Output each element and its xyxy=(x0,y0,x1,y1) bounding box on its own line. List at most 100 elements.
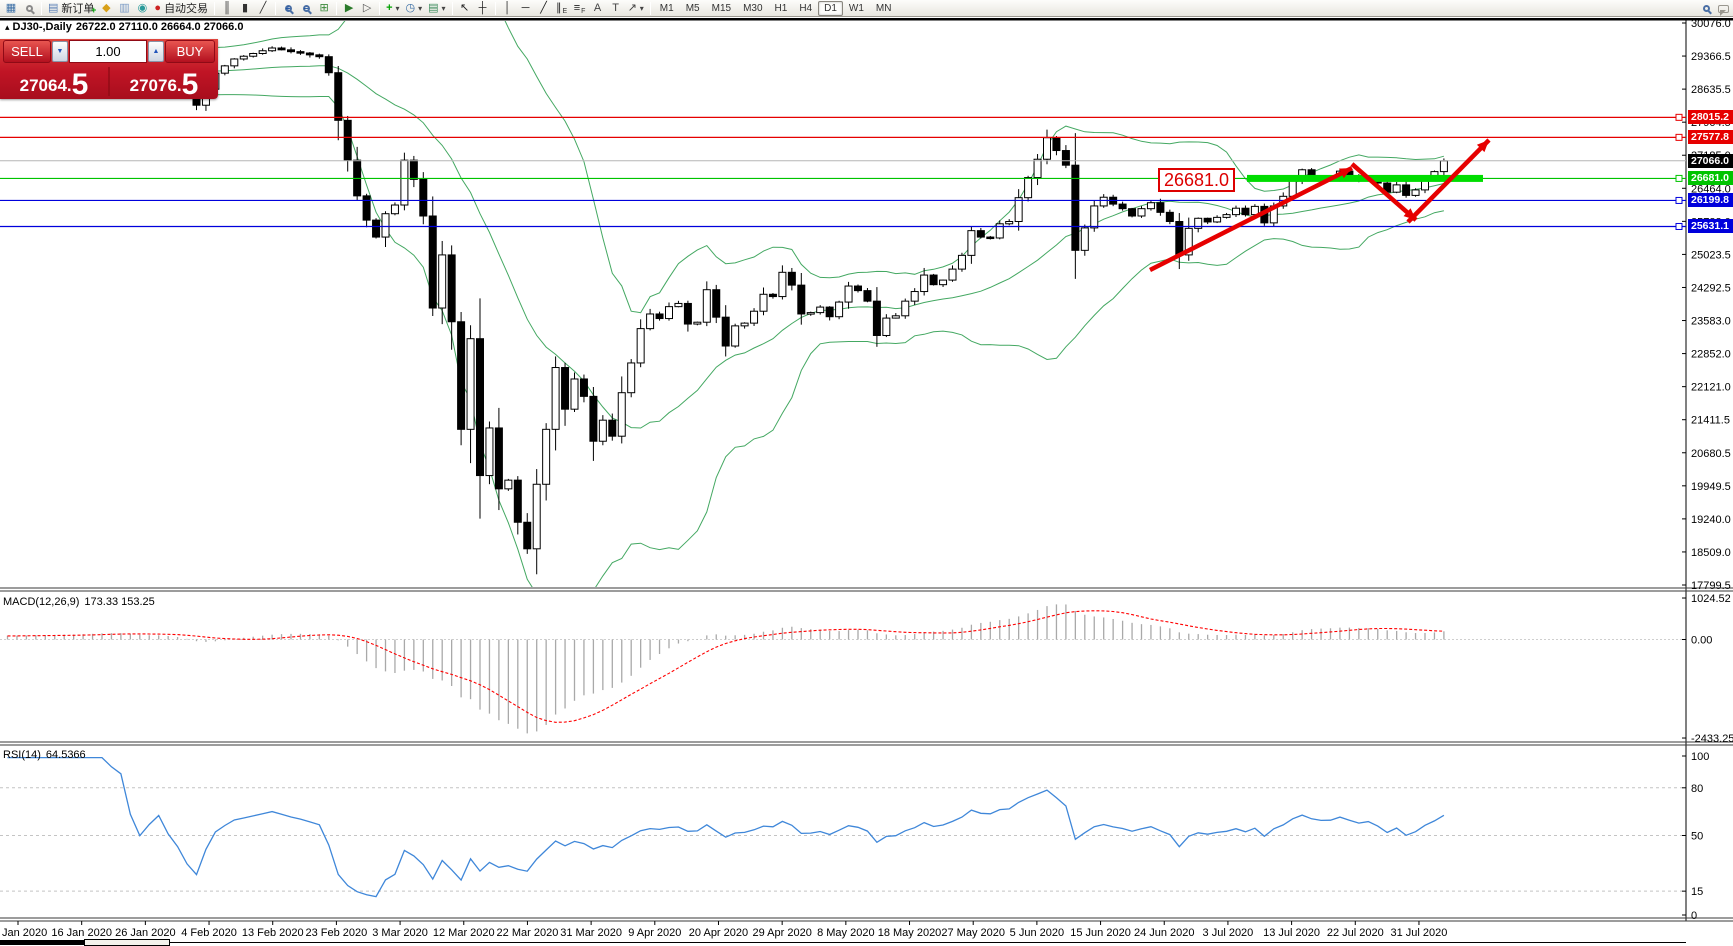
templates-button[interactable]: ▤ ▾ xyxy=(425,1,448,16)
zoom-in-button[interactable]: + xyxy=(279,1,297,16)
timeframe-h4[interactable]: H4 xyxy=(799,2,813,14)
support-bar xyxy=(1247,174,1483,182)
svg-text:9 Apr 2020: 9 Apr 2020 xyxy=(628,927,681,939)
level-badge: 27577.8 xyxy=(1688,130,1733,145)
indicators-button[interactable]: + ▾ xyxy=(383,1,402,16)
sell-button[interactable]: SELL xyxy=(3,40,51,63)
scrollbar-thumb[interactable] xyxy=(84,939,170,946)
level-badge: 25631.1 xyxy=(1688,219,1733,234)
timeframe-m1[interactable]: M1 xyxy=(659,2,674,14)
line-chart-button[interactable]: ╱ xyxy=(254,1,272,16)
timeframe-m15[interactable]: M15 xyxy=(711,2,732,14)
svg-text:3 Mar 2020: 3 Mar 2020 xyxy=(372,927,428,939)
level-anchor xyxy=(1675,222,1683,230)
new-order-button[interactable]: ▤ + 新订单 xyxy=(45,1,97,16)
cursor-button[interactable]: ↖ xyxy=(456,1,474,16)
navigator-button[interactable]: ◉ xyxy=(133,1,151,16)
price-chart[interactable]: 30076.029366.528635.527904.527185.026464… xyxy=(0,17,1733,946)
svg-text:1024.52: 1024.52 xyxy=(1691,593,1731,605)
rsi-value: 64.5366 xyxy=(45,749,86,761)
buy-price[interactable]: 27076. 5 xyxy=(110,64,218,99)
svg-text:4 Feb 2020: 4 Feb 2020 xyxy=(181,927,237,939)
text-button[interactable]: A xyxy=(589,1,607,16)
svg-text:16 Jan 2020: 16 Jan 2020 xyxy=(51,927,112,939)
chat-icon[interactable] xyxy=(1718,4,1729,16)
svg-text:80: 80 xyxy=(1691,783,1703,795)
navigator-icon: ◉ xyxy=(137,1,148,14)
vertical-line-button[interactable]: │ xyxy=(499,1,517,16)
svg-text:22121.0: 22121.0 xyxy=(1691,382,1731,394)
svg-text:22 Jul 2020: 22 Jul 2020 xyxy=(1327,927,1384,939)
equidistant-channel-icon: ∥ xyxy=(555,1,562,14)
crosshair-icon: ┼ xyxy=(478,1,487,14)
arrows-button[interactable]: ↗ ▾ xyxy=(625,1,647,16)
svg-text:29366.5: 29366.5 xyxy=(1691,51,1731,63)
svg-text:13 Jul 2020: 13 Jul 2020 xyxy=(1263,927,1320,939)
bollinger-upper xyxy=(7,21,1445,314)
buy-button[interactable]: BUY xyxy=(165,40,215,63)
scrollbar-track[interactable] xyxy=(0,940,84,945)
auto-scroll-icon: ▶ xyxy=(344,1,354,14)
toolbar-separator xyxy=(41,1,42,15)
svg-text:29 Apr 2020: 29 Apr 2020 xyxy=(752,927,811,939)
bollinger-lower xyxy=(7,80,1444,587)
timeframe-m5[interactable]: M5 xyxy=(685,2,700,14)
timeframe-w1[interactable]: W1 xyxy=(848,2,864,14)
fibonacci-button[interactable]: ≡ F xyxy=(571,1,589,16)
equidistant-channel-button[interactable]: ∥ E xyxy=(553,1,571,16)
svg-text:27 May 2020: 27 May 2020 xyxy=(941,927,1005,939)
chart-shift-button[interactable]: ▷ xyxy=(358,1,376,16)
fibonacci-icon: ≡ xyxy=(573,1,581,14)
svg-text:31 Mar 2020: 31 Mar 2020 xyxy=(560,927,622,939)
horizontal-scrollbar[interactable] xyxy=(0,939,1733,946)
svg-text:22 Mar 2020: 22 Mar 2020 xyxy=(497,927,559,939)
chart-profile-button[interactable]: ▥ xyxy=(115,1,133,16)
timeframe-h1[interactable]: H1 xyxy=(774,2,788,14)
candlestick-button[interactable]: ▮ xyxy=(236,1,254,16)
toolbar-separator xyxy=(451,1,453,15)
bar-chart-button[interactable]: ║ xyxy=(218,1,236,16)
svg-text:19949.5: 19949.5 xyxy=(1691,481,1731,493)
svg-text:23583.0: 23583.0 xyxy=(1691,316,1731,328)
svg-text:Jan 2020: Jan 2020 xyxy=(2,927,47,939)
level-badge: 26199.8 xyxy=(1688,193,1733,208)
chart-region: 30076.029366.528635.527904.527185.026464… xyxy=(0,17,1733,946)
new-order-icon: ▤ xyxy=(48,1,59,14)
rsi-name: RSI(14) xyxy=(3,749,41,761)
volume-increase-button[interactable]: ▲ xyxy=(148,41,164,62)
tile-windows-button[interactable]: ⊞ xyxy=(315,1,333,16)
indicators-icon: + xyxy=(386,1,393,14)
price-level-flag[interactable]: 26681.0 xyxy=(1158,168,1236,192)
bar-chart-icon: ║ xyxy=(223,1,231,14)
eraser-button[interactable]: ◆ xyxy=(97,1,115,16)
vertical-line-icon: │ xyxy=(504,1,511,14)
periods-button[interactable]: ◷ ▾ xyxy=(403,1,426,16)
svg-text:19240.0: 19240.0 xyxy=(1691,514,1731,526)
sell-price[interactable]: 27064. 5 xyxy=(0,64,108,99)
zoom-out-button[interactable]: − xyxy=(297,1,315,16)
auto-trading-button[interactable]: ● 自动交易 xyxy=(151,1,211,16)
svg-text:15: 15 xyxy=(1691,886,1703,898)
svg-text:13 Feb 2020: 13 Feb 2020 xyxy=(242,927,304,939)
auto-scroll-button[interactable]: ▶ xyxy=(340,1,358,16)
one-click-trading-panel: SELL ▼ 1.00 ▲ BUY 27064. 5 27076. 5 xyxy=(0,39,218,99)
timeframe-mn[interactable]: MN xyxy=(875,2,892,14)
horizontal-line-button[interactable]: ─ xyxy=(517,1,535,16)
line-chart-icon: ╱ xyxy=(259,1,267,14)
rsi-label: RSI(14) 64.5366 xyxy=(3,749,91,761)
one-click-collapse-icon[interactable]: ▴ xyxy=(5,22,10,32)
macd-axis: 1024.52 0.00 -2433.25 xyxy=(1682,593,1733,745)
svg-text:5 Jun 2020: 5 Jun 2020 xyxy=(1010,927,1064,939)
volume-decrease-button[interactable]: ▼ xyxy=(52,41,68,62)
timeframe-m30[interactable]: M30 xyxy=(743,2,763,14)
text-label-button[interactable]: T xyxy=(607,1,625,16)
search-icon[interactable] xyxy=(1703,5,1710,12)
timeframe-d1[interactable]: D1 xyxy=(818,0,843,16)
volume-input[interactable]: 1.00 xyxy=(69,40,147,63)
plus-badge-icon: + xyxy=(91,4,97,15)
charts-button[interactable]: ▦ xyxy=(2,1,20,16)
level-anchor xyxy=(1675,196,1683,204)
trendline-button[interactable]: ╱ xyxy=(535,1,553,16)
preview-zoom-button[interactable] xyxy=(20,1,38,16)
crosshair-button[interactable]: ┼ xyxy=(474,1,492,16)
